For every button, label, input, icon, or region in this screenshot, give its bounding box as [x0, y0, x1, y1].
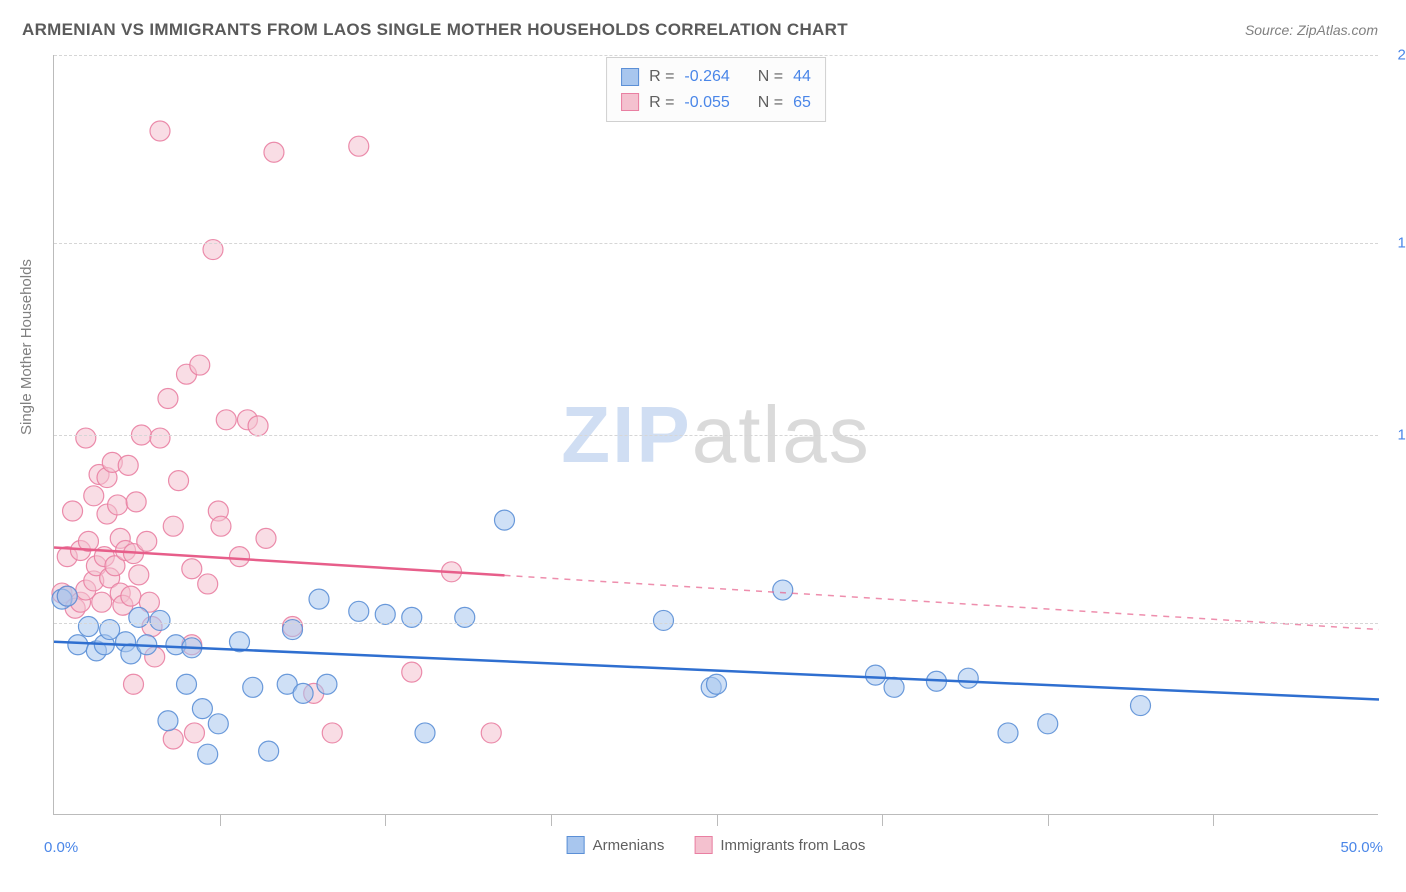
- y-tick-label: 12.5%: [1385, 427, 1406, 444]
- scatter-point: [293, 683, 313, 703]
- scatter-point: [182, 559, 202, 579]
- y-tick-label: 6.3%: [1385, 615, 1406, 632]
- scatter-point: [124, 674, 144, 694]
- scatter-point: [211, 516, 231, 536]
- scatter-point: [184, 723, 204, 743]
- grid-line: [54, 55, 1378, 56]
- scatter-point: [78, 617, 98, 637]
- chart-title: ARMENIAN VS IMMIGRANTS FROM LAOS SINGLE …: [22, 20, 848, 40]
- scatter-point: [707, 674, 727, 694]
- scatter-point: [481, 723, 501, 743]
- scatter-point: [958, 668, 978, 688]
- y-tick-label: 18.8%: [1385, 235, 1406, 252]
- scatter-point: [402, 662, 422, 682]
- scatter-point: [773, 580, 793, 600]
- scatter-point: [866, 665, 886, 685]
- scatter-point: [309, 589, 329, 609]
- x-min-label: 0.0%: [44, 839, 78, 856]
- y-axis-title: Single Mother Households: [18, 259, 35, 435]
- scatter-point: [198, 744, 218, 764]
- scatter-point: [163, 516, 183, 536]
- scatter-point: [322, 723, 342, 743]
- x-tick: [551, 814, 552, 826]
- scatter-point: [243, 677, 263, 697]
- y-tick-label: 25.0%: [1385, 47, 1406, 64]
- x-tick: [717, 814, 718, 826]
- source-label: Source: ZipAtlas.com: [1245, 22, 1378, 38]
- x-tick: [1213, 814, 1214, 826]
- scatter-point: [495, 510, 515, 530]
- trend-line-laos-dashed: [505, 575, 1380, 629]
- scatter-point: [259, 741, 279, 761]
- scatter-point: [150, 121, 170, 141]
- scatter-point: [126, 492, 146, 512]
- x-tick: [385, 814, 386, 826]
- scatter-point: [108, 495, 128, 515]
- x-tick: [220, 814, 221, 826]
- scatter-point: [256, 528, 276, 548]
- scatter-point: [349, 601, 369, 621]
- scatter-point: [76, 428, 96, 448]
- grid-line: [54, 435, 1378, 436]
- scatter-point: [121, 586, 141, 606]
- scatter-point: [158, 389, 178, 409]
- scatter-point: [169, 471, 189, 491]
- scatter-point: [129, 565, 149, 585]
- scatter-point: [654, 610, 674, 630]
- x-max-label: 50.0%: [1340, 839, 1383, 856]
- grid-line: [54, 623, 1378, 624]
- legend-label-armenians: Armenians: [593, 837, 665, 854]
- scatter-point: [248, 416, 268, 436]
- legend-series: Armenians Immigrants from Laos: [567, 836, 866, 854]
- chart-container: ARMENIAN VS IMMIGRANTS FROM LAOS SINGLE …: [0, 0, 1406, 892]
- scatter-point: [198, 574, 218, 594]
- scatter-point: [1038, 714, 1058, 734]
- scatter-point: [57, 586, 77, 606]
- scatter-point: [349, 136, 369, 156]
- scatter-point: [375, 604, 395, 624]
- scatter-point: [163, 729, 183, 749]
- plot-area: ZIPatlas R = -0.264 N = 44 R = -0.055 N …: [53, 55, 1378, 815]
- legend-swatch-armenians-2: [567, 836, 585, 854]
- legend-label-laos: Immigrants from Laos: [720, 837, 865, 854]
- scatter-point: [118, 455, 138, 475]
- x-tick: [882, 814, 883, 826]
- scatter-point: [415, 723, 435, 743]
- legend-item-laos: Immigrants from Laos: [694, 836, 865, 854]
- scatter-point: [150, 428, 170, 448]
- legend-swatch-laos-2: [694, 836, 712, 854]
- scatter-point: [230, 547, 250, 567]
- scatter-point: [998, 723, 1018, 743]
- x-tick: [1048, 814, 1049, 826]
- legend-item-armenians: Armenians: [567, 836, 665, 854]
- scatter-point: [150, 610, 170, 630]
- scatter-point: [158, 711, 178, 731]
- scatter-point: [68, 635, 88, 655]
- scatter-point: [137, 531, 157, 551]
- scatter-point: [216, 410, 236, 430]
- scatter-point: [177, 674, 197, 694]
- scatter-point: [190, 355, 210, 375]
- scatter-point: [884, 677, 904, 697]
- scatter-point: [264, 142, 284, 162]
- scatter-point: [192, 699, 212, 719]
- scatter-point: [208, 714, 228, 734]
- grid-line: [54, 243, 1378, 244]
- scatter-point: [317, 674, 337, 694]
- scatter-point: [84, 486, 104, 506]
- scatter-point: [1131, 696, 1151, 716]
- scatter-point: [92, 592, 112, 612]
- scatter-point: [63, 501, 83, 521]
